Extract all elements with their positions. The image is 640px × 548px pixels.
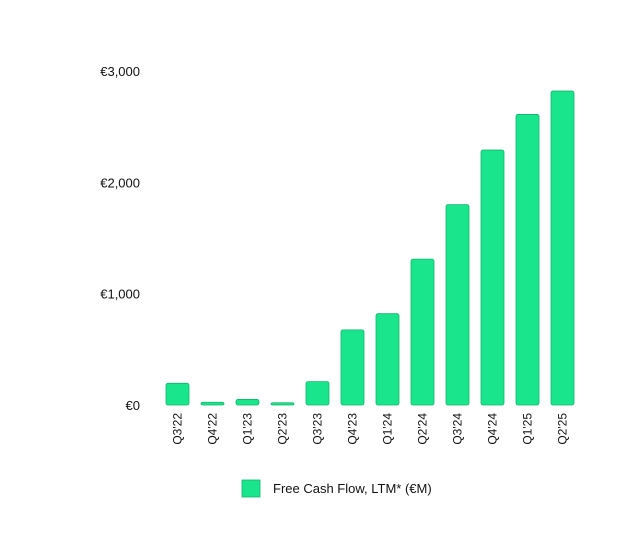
bar-q324 [445, 204, 470, 406]
x-tick-label: Q2'24 [416, 413, 430, 445]
x-tick-label: Q1'23 [241, 413, 255, 445]
x-tick-label: Q3'23 [311, 413, 325, 445]
bar-q422 [200, 401, 225, 406]
x-tick-label: Q2'25 [556, 413, 570, 445]
x-tick-label: Q1'25 [521, 413, 535, 445]
bar-q424 [480, 149, 505, 406]
x-tick-label: Q3'24 [451, 413, 465, 445]
x-axis-ticks: Q3'22 Q4'22 Q1'23 Q2'23 Q3'23 Q4'23 Q1'24 Q2'24… [171, 413, 570, 445]
bar-q323 [305, 381, 330, 406]
x-tick-label: Q1'24 [381, 413, 395, 445]
y-tick-label: €3,000 [100, 64, 140, 79]
y-tick-label: €1,000 [100, 287, 140, 302]
bar-q223 [270, 402, 295, 406]
legend: Free Cash Flow, LTM* (€M) [241, 479, 432, 498]
bar-q125 [515, 114, 540, 406]
legend-swatch [241, 479, 261, 498]
x-tick-label: Q2'23 [276, 413, 290, 445]
bar-q224 [410, 258, 435, 406]
bar-q124 [375, 313, 400, 406]
x-tick-label: Q4'24 [486, 413, 500, 445]
y-tick-label: €2,000 [100, 175, 140, 190]
bar-q322 [165, 382, 190, 406]
x-tick-label: Q4'22 [206, 413, 220, 445]
legend-label: Free Cash Flow, LTM* (€M) [273, 481, 432, 496]
bars [165, 90, 575, 406]
bar-q225 [550, 90, 575, 406]
y-tick-label: €0 [126, 398, 140, 413]
x-tick-label: Q4'23 [346, 413, 360, 445]
bar-q123 [235, 399, 260, 406]
y-axis-ticks: €0 €1,000 €2,000 €3,000 [100, 64, 140, 413]
x-tick-label: Q3'22 [171, 413, 185, 445]
bar-q423 [340, 329, 365, 406]
